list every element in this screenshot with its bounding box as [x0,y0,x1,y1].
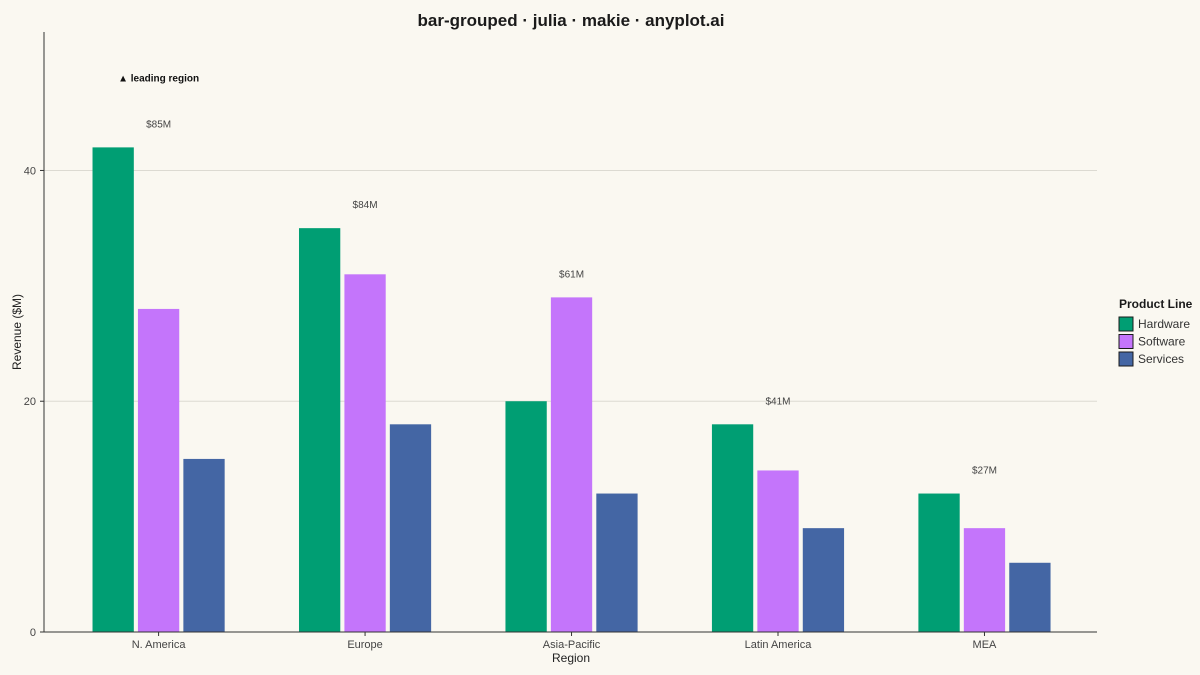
bar-services-1 [389,424,432,632]
y-tick-label: 0 [30,627,36,639]
bar-hardware-1 [298,228,341,632]
bar-software-2 [550,297,593,632]
bar-services-4 [1009,562,1051,632]
y-tick-label: 20 [24,396,36,408]
group-total-label: $27M [972,466,997,477]
legend: Product Line Hardware Software Services [1118,297,1193,367]
group-total-label: $85M [146,119,171,130]
bars [92,147,1051,632]
legend-swatch-software [1118,334,1134,349]
bar-software-0 [137,308,180,632]
legend-swatch-hardware [1118,316,1134,332]
bar-software-1 [344,274,386,632]
bar-hardware-4 [918,493,960,632]
bar-hardware-2 [505,401,547,632]
bar-group-total-labels: $85M $84M $61M $41M $27M [146,119,997,476]
chart-title: bar-grouped · julia · makie · anyplot.ai [418,11,725,30]
y-axis-ticks: 0 20 40 [24,165,44,639]
group-total-label: $41M [765,396,790,407]
leading-region-annotation: ▲ leading region [118,73,199,84]
x-tick-label: MEA [973,639,998,651]
x-tick-label: Europe [347,639,382,651]
legend-label-services: Services [1138,352,1184,366]
bar-services-2 [596,493,638,632]
bar-hardware-0 [92,147,134,632]
bar-hardware-3 [711,424,754,632]
bar-services-3 [802,528,845,632]
y-tick-label: 40 [24,165,36,177]
x-axis-ticks: N. America Europe Asia-Pacific Latin Americ… [132,632,997,651]
bar-software-4 [963,528,1006,632]
legend-title: Product Line [1119,297,1193,311]
group-total-label: $61M [559,269,584,280]
legend-label-software: Software [1138,335,1186,349]
legend-swatch-services [1118,351,1134,367]
group-total-label: $84M [353,200,378,211]
x-tick-label: Latin America [745,639,813,651]
legend-label-hardware: Hardware [1138,317,1190,331]
y-axis-label: Revenue ($M) [10,294,24,370]
bar-software-3 [757,470,799,632]
bar-services-0 [183,458,225,632]
x-axis-label: Region [552,651,590,665]
x-tick-label: Asia-Pacific [543,639,601,651]
x-tick-label: N. America [132,639,187,651]
